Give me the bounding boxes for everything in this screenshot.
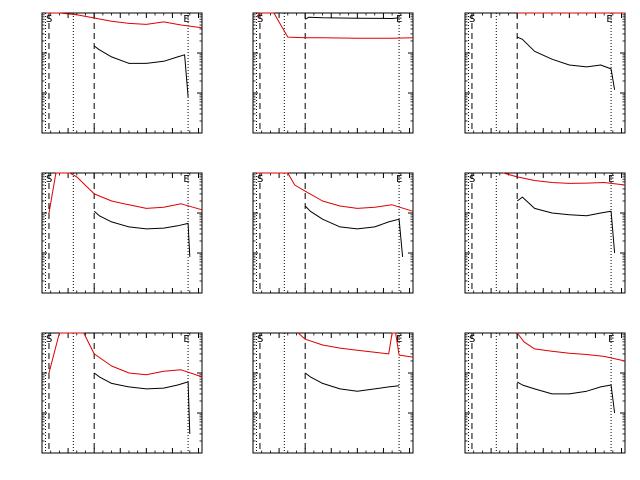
lld-series-line xyxy=(256,172,414,212)
end-marker: E xyxy=(183,334,189,345)
end-marker: E xyxy=(396,334,402,345)
plot-frame xyxy=(252,12,414,134)
plot-frame xyxy=(464,12,626,134)
end-marker: E xyxy=(183,174,189,185)
lld-series-line xyxy=(297,332,414,358)
events-series-line xyxy=(93,210,191,257)
start-marker: S xyxy=(257,174,263,185)
lld-series-line xyxy=(48,172,203,214)
events-series-line xyxy=(304,205,404,257)
start-marker: S xyxy=(46,14,52,25)
lld-series-line xyxy=(48,332,203,378)
start-marker: S xyxy=(46,174,52,185)
end-marker: E xyxy=(396,174,402,185)
plot-frame xyxy=(252,332,414,454)
plot-frame xyxy=(464,332,626,454)
lld-series-line xyxy=(503,172,626,186)
events-series-line xyxy=(304,372,400,392)
events-series-line xyxy=(93,372,191,434)
events-series-line xyxy=(517,36,616,90)
start-marker: S xyxy=(469,334,475,345)
end-marker: E xyxy=(608,174,614,185)
plot-frame xyxy=(252,172,414,294)
start-marker: S xyxy=(257,14,263,25)
plot-frame xyxy=(41,172,203,294)
end-marker: E xyxy=(606,14,612,25)
end-marker: E xyxy=(608,334,614,345)
start-marker: S xyxy=(46,334,52,345)
plot-frame xyxy=(464,172,626,294)
end-marker: E xyxy=(396,14,402,25)
end-marker: E xyxy=(183,14,189,25)
lld-series-line xyxy=(256,12,414,39)
events-series-line xyxy=(516,381,616,414)
events-series-line xyxy=(516,196,616,254)
lld-series-line xyxy=(45,12,203,29)
lld-series-line xyxy=(516,332,626,362)
events-series-line xyxy=(93,45,189,97)
start-marker: S xyxy=(257,334,263,345)
start-marker: S xyxy=(469,14,475,25)
start-marker: S xyxy=(469,174,475,185)
plot-frame xyxy=(41,332,203,454)
events-series-line xyxy=(304,16,400,20)
plot-frame xyxy=(41,12,203,134)
